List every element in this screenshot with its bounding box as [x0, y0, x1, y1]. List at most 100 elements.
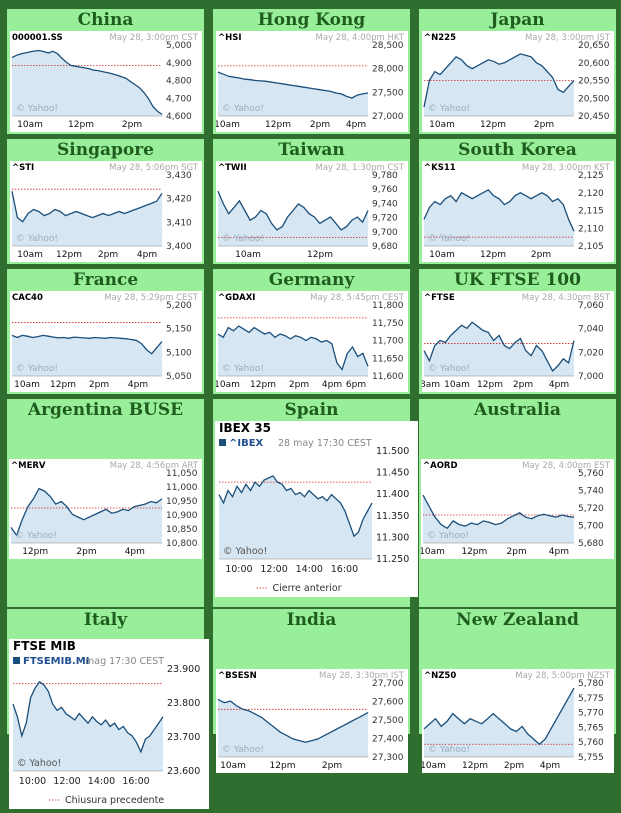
- x-tick-label: 10am: [220, 761, 246, 771]
- index-chart[interactable]: ^FTSE May 28, 4:30pm BST 7,060 7,040 7,020 7,…: [422, 291, 614, 392]
- index-chart[interactable]: ^BSESN May 28, 3:30pm IST 27,700 27,600 27,5…: [216, 669, 408, 773]
- index-chart[interactable]: 000001.SS May 28, 3:00pm CST 5,000 4,900 4,8…: [10, 31, 202, 132]
- x-tick-label: 12pm: [68, 120, 94, 130]
- market-grid: China 000001.SS May 28, 3:00pm CST 5,000 4,9…: [6, 8, 617, 809]
- y-tick-label: 2,125: [578, 171, 604, 181]
- market-title: Taiwan: [278, 140, 345, 160]
- index-chart[interactable]: ^KS11 May 28, 3:00pm KST 2,125 2,120 2,115 2,…: [422, 161, 614, 262]
- chart-symbol: ^STI: [12, 163, 34, 173]
- y-tick-label: 7,020: [578, 348, 604, 358]
- series-line: [11, 49, 163, 115]
- y-tick-label: 5,765: [578, 723, 604, 733]
- series-line: [217, 325, 369, 371]
- series-line: [12, 680, 164, 754]
- yahoo-watermark: © Yahoo!: [428, 104, 470, 114]
- index-chart[interactable]: ^MERV May 28, 4:56pm ART 11,050 11,000 10,95…: [9, 459, 202, 559]
- x-tick-label: 4pm: [322, 380, 342, 390]
- x-tick-label: 4pm: [549, 547, 569, 557]
- market-cell-india: India ^BSESN May 28, 3:30pm IST 27,700 27,60…: [212, 608, 411, 773]
- index-chart[interactable]: ^TWII May 28, 1:30pm CST 9,780 9,760 9,740 9,…: [216, 161, 408, 262]
- index-chart[interactable]: ^N225 May 28, 3:00pm JST 20,650 20,600 20,55…: [422, 31, 614, 132]
- y-tick-label: 5,760: [578, 469, 604, 479]
- index-chart[interactable]: ^STI May 28, 5:06pm SGT 3,430 3,420 3,410 3,4…: [10, 161, 202, 262]
- series-area: [424, 322, 574, 376]
- index-chart[interactable]: ^GDAXI May 28, 5:45pm CEST 11,800 11,750 11,…: [216, 291, 408, 392]
- chart-symbol: CAC40: [12, 293, 43, 303]
- series-line: [423, 321, 575, 372]
- market-title: New Zealand: [456, 610, 579, 630]
- y-tick-label: 27,700: [372, 679, 404, 689]
- index-chart[interactable]: FTSE MIB FTSEMIB.MI mag 17:30 CEST 23.900 23…: [9, 639, 209, 809]
- x-tick-label: 10am: [421, 547, 445, 557]
- market-title: India: [286, 610, 337, 630]
- index-chart[interactable]: ^NZ50 May 28, 5:00pm NZST 5,780 5,775 5,770 5…: [422, 669, 614, 773]
- x-tick-label: 16:00: [331, 564, 358, 575]
- chart-timestamp: 28 may 17:30 CEST: [278, 438, 372, 449]
- y-tick-label: 5,100: [166, 348, 192, 358]
- market-title: Australia: [474, 400, 561, 420]
- index-chart[interactable]: ^HSI May 28, 4:00pm HKT 28,500 28,000 27,500…: [216, 31, 408, 132]
- x-tick-label: 10am: [17, 120, 43, 130]
- y-tick-label: 11.300: [376, 532, 409, 543]
- index-chart[interactable]: IBEX 35 ^IBEX 28 may 17:30 CEST 11.500 11.45…: [215, 421, 418, 597]
- market-cell-italy: Italy FTSE MIB FTSEMIB.MI mag 17:30 CEST 23.…: [6, 608, 209, 809]
- market-title: Germany: [268, 270, 355, 290]
- series-line: [423, 188, 575, 232]
- y-tick-label: 11.500: [376, 446, 409, 457]
- y-tick-label: 20,450: [578, 112, 610, 122]
- x-tick-label: 12pm: [265, 120, 291, 130]
- y-tick-label: 2,105: [578, 242, 604, 252]
- market-cell-south-korea: South Korea ^KS11 May 28, 3:00pm KST 2,125 2…: [418, 138, 617, 265]
- y-tick-label: 27,400: [372, 735, 404, 745]
- yahoo-watermark: © Yahoo!: [428, 364, 470, 374]
- yahoo-watermark: © Yahoo!: [223, 546, 267, 557]
- y-tick-label: 4,600: [166, 112, 192, 122]
- chart-timestamp: May 28, 4:00pm EST: [522, 461, 611, 471]
- yahoo-watermark: © Yahoo!: [222, 745, 264, 755]
- market-cell-argentina-buse: Argentina BUSE ^MERV May 28, 4:56pm ART 11,…: [6, 398, 205, 608]
- y-tick-label: 3,400: [166, 242, 192, 252]
- y-tick-label: 9,680: [372, 242, 398, 252]
- y-tick-label: 7,060: [578, 301, 604, 311]
- series-area: [424, 688, 574, 757]
- market-cell-taiwan: Taiwan ^TWII May 28, 1:30pm CST 9,780 9,760 9…: [212, 138, 411, 265]
- y-tick-label: 5,700: [578, 522, 604, 532]
- x-tick-label: 2pm: [531, 250, 551, 260]
- y-tick-label: 5,050: [166, 372, 192, 382]
- y-tick-label: 11.350: [376, 511, 409, 522]
- series-area: [12, 335, 162, 376]
- x-tick-label: 2pm: [504, 761, 524, 771]
- y-tick-label: 27,300: [372, 753, 404, 763]
- chart-symbol: ^N225: [424, 33, 456, 43]
- y-tick-label: 11.250: [376, 554, 409, 565]
- y-tick-label: 11,700: [372, 337, 404, 347]
- series-line: [11, 334, 163, 355]
- index-chart[interactable]: CAC40 May 28, 5:29pm CEST 5,200 5,150 5,100 5…: [10, 291, 202, 392]
- x-tick-label: 6pm: [346, 380, 366, 390]
- chart-timestamp: May 28, 5:45pm CEST: [310, 293, 405, 303]
- series-line: [218, 475, 373, 538]
- y-tick-label: 20,500: [578, 94, 610, 104]
- y-tick-label: 5,755: [578, 753, 604, 763]
- y-tick-label: 11,600: [372, 372, 404, 382]
- index-chart[interactable]: ^AORD May 28, 4:00pm EST 5,760 5,740 5,720 5,…: [421, 459, 614, 559]
- y-tick-label: 7,040: [578, 325, 604, 335]
- y-tick-label: 2,110: [578, 224, 604, 234]
- chart-title: FTSE MIB: [13, 639, 76, 653]
- series-area: [219, 475, 372, 559]
- yahoo-watermark: © Yahoo!: [222, 234, 264, 244]
- market-title: Italy: [83, 610, 128, 630]
- y-tick-label: 4,800: [166, 77, 192, 87]
- series-area: [423, 495, 574, 543]
- legend-label: Cierre anterior: [273, 583, 342, 594]
- x-tick-label: 4pm: [540, 761, 560, 771]
- y-tick-label: 27,000: [372, 112, 404, 122]
- x-tick-label: 2pm: [322, 761, 342, 771]
- market-title: UK FTSE 100: [454, 270, 581, 290]
- y-tick-label: 9,760: [372, 185, 398, 195]
